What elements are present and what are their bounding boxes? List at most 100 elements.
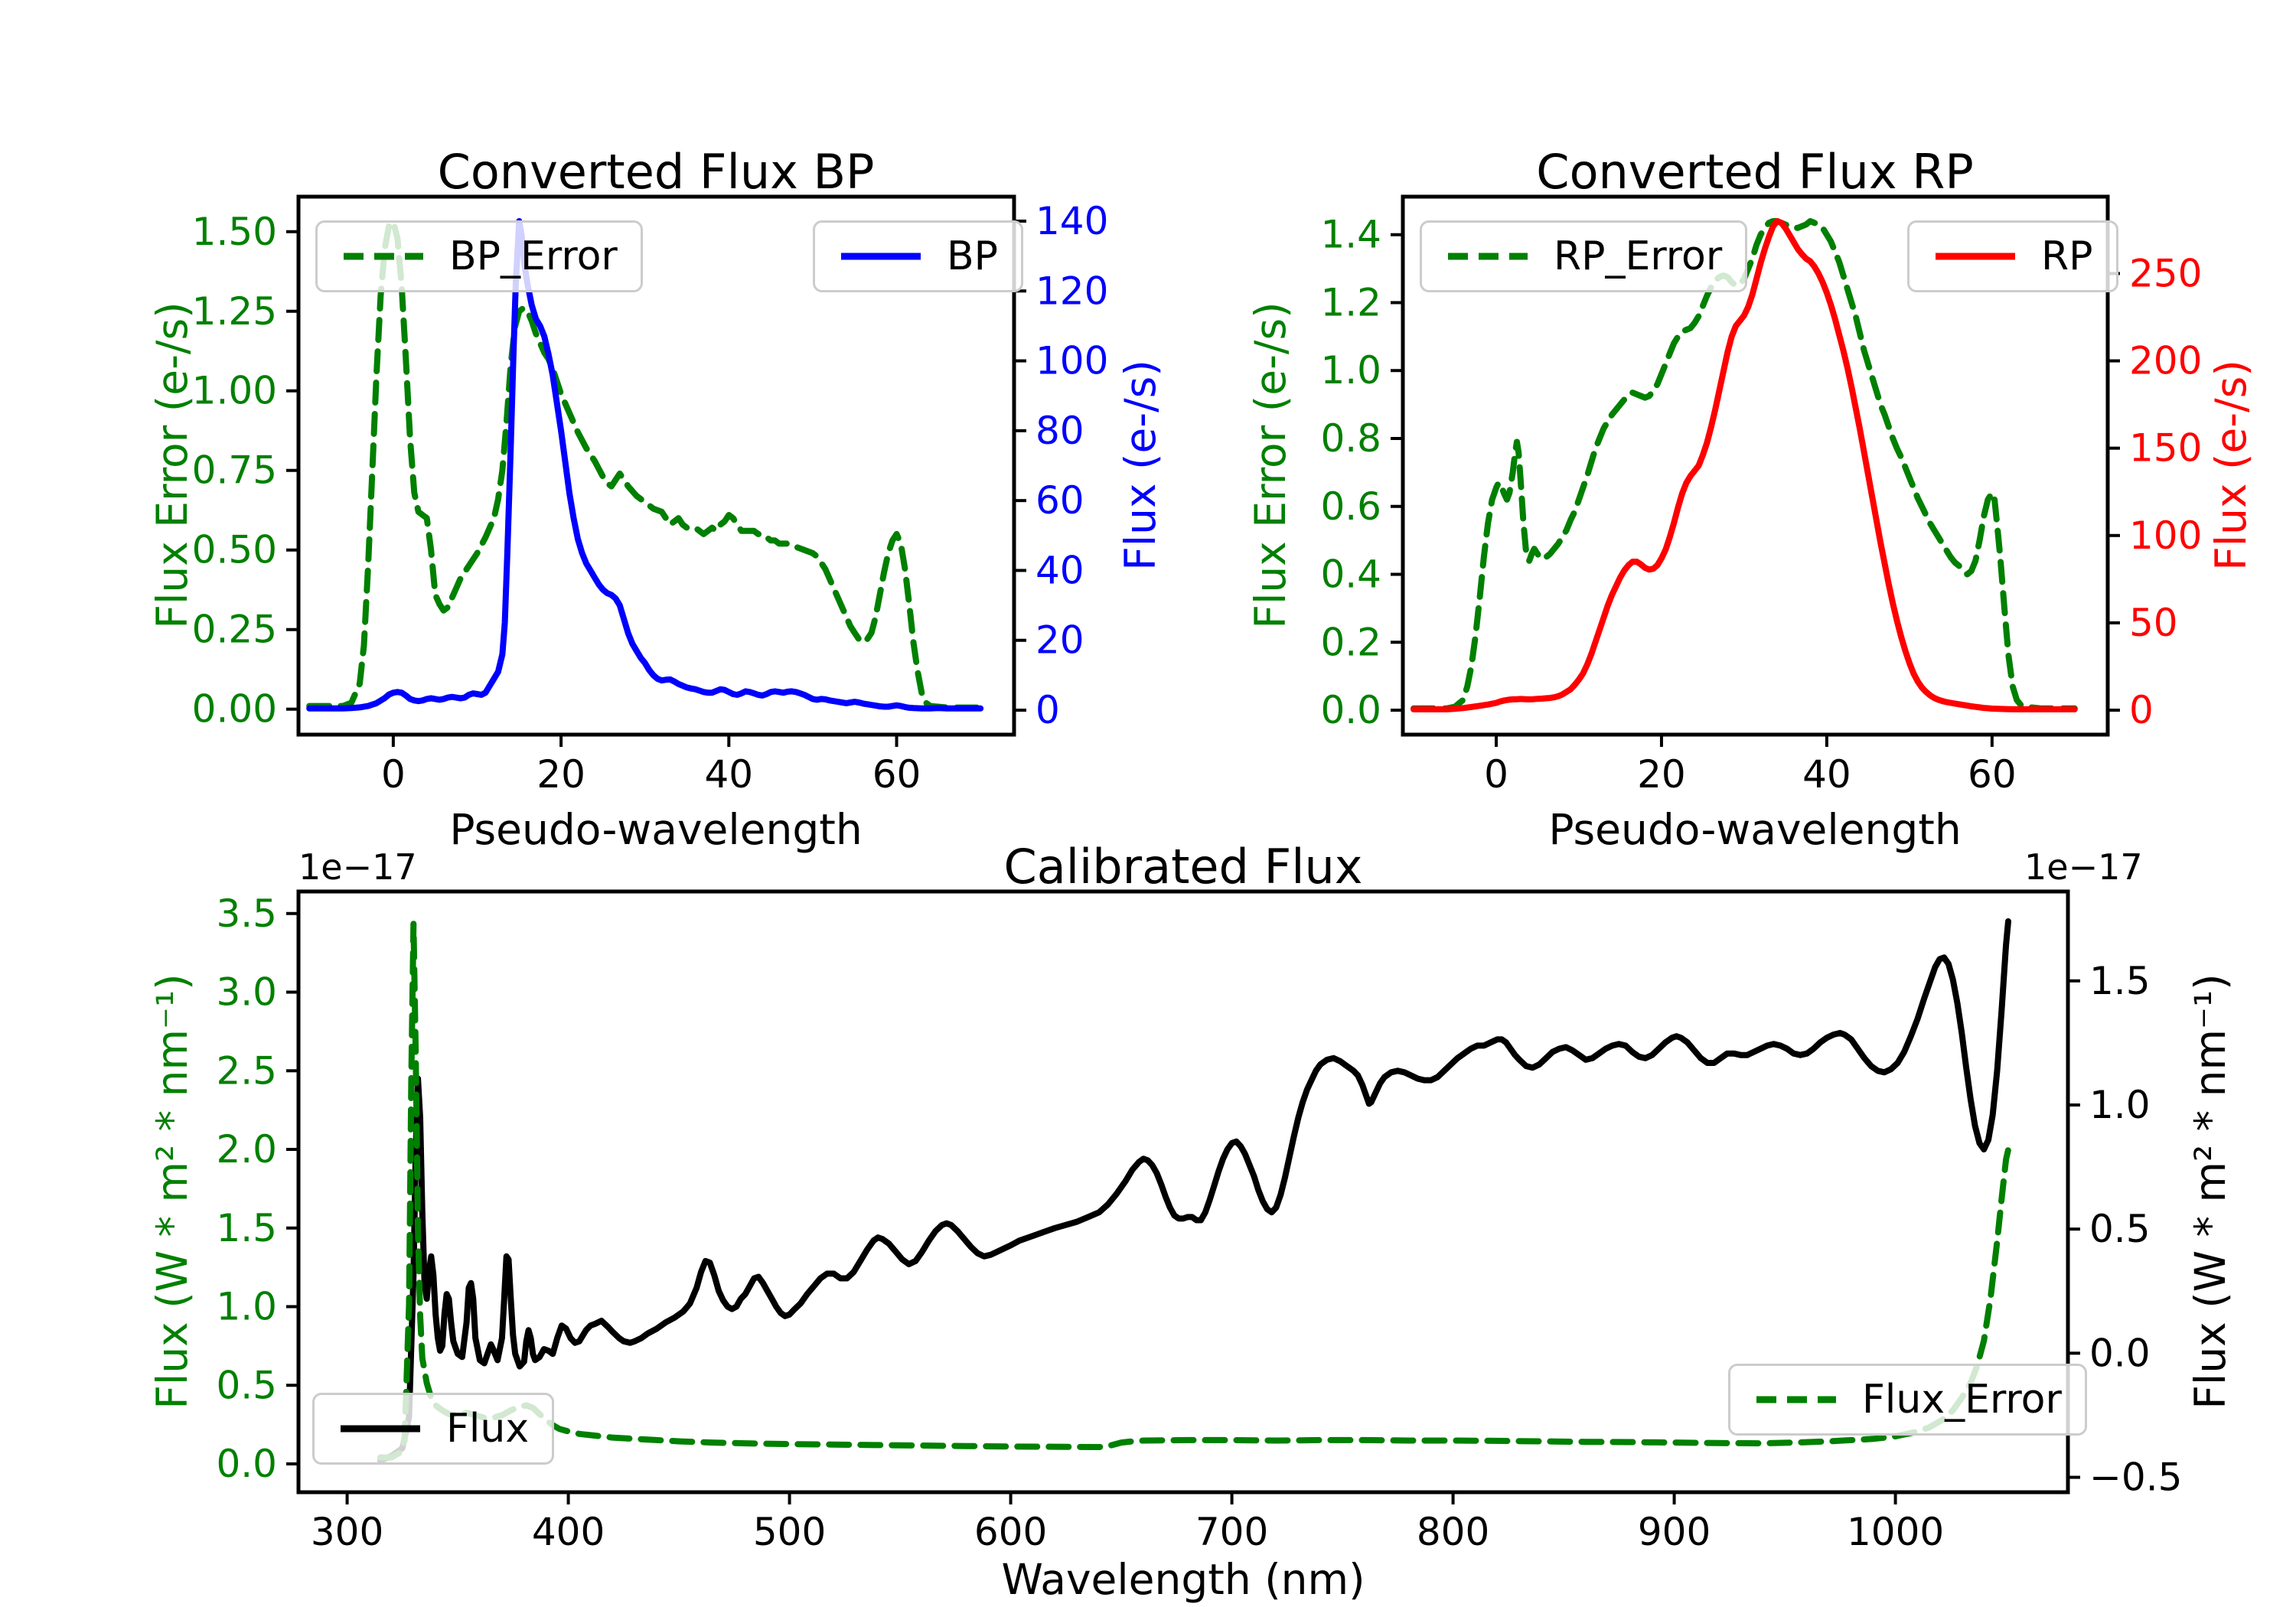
bp-ytick-right-label: 60 <box>1035 478 1084 523</box>
rp-error-legend-line-icon <box>1448 253 1528 260</box>
cal-ytick-left-label: 0.5 <box>216 1363 277 1407</box>
bp-ytick-left-label: 1.25 <box>192 289 277 334</box>
cal-ylabel-right: Flux (W * m² * nm⁻¹) <box>2186 973 2235 1410</box>
bp-ytick-right-label: 40 <box>1035 548 1084 592</box>
flux-error-legend-line-icon <box>1756 1396 1836 1403</box>
rp-ytick-left-label: 1.4 <box>1320 213 1381 257</box>
rp-error-legend: RP_Error <box>1420 220 1748 292</box>
cal-ytick-right-label: 1.5 <box>2089 959 2151 1003</box>
bp-legend: BP <box>813 220 1024 292</box>
rp-ytick-right-label: 100 <box>2129 513 2202 558</box>
cal-title: Calibrated Flux <box>1003 839 1363 895</box>
cal-ytick-left-label: 2.5 <box>216 1048 277 1093</box>
cal-offset-left: 1e−17 <box>298 846 417 888</box>
cal-ytick-left-label: 0.0 <box>216 1442 277 1486</box>
bp-legend-line-icon <box>841 253 921 260</box>
rp-ytick-left-label: 0.2 <box>1320 620 1381 664</box>
cal-ytick-left-label: 2.0 <box>216 1127 277 1172</box>
bp-legend-label: BP <box>947 233 999 279</box>
rp-ytick-right-label: 50 <box>2129 601 2178 645</box>
bp-xlabel: Pseudo-wavelength <box>449 805 863 854</box>
rp-series-RP_Error <box>1411 218 2078 712</box>
rp-ytick-left-label: 1.2 <box>1320 280 1381 324</box>
bp-xtick-label: 40 <box>705 752 754 797</box>
bp-ytick-right-label: 120 <box>1035 269 1108 313</box>
bp-ytick-left-label: 0.50 <box>192 528 277 572</box>
cal-xtick-label: 400 <box>532 1510 605 1554</box>
bp-series-BP_Error <box>306 219 984 711</box>
bp-curves <box>306 218 984 712</box>
bp-ytick-right-label: 20 <box>1035 618 1084 663</box>
bp-series-BP <box>306 218 984 712</box>
rp-series-RP <box>1411 218 2078 712</box>
rp-legend-line-icon <box>1936 253 2015 260</box>
bp-ytick-right-label: 0 <box>1035 688 1060 732</box>
bp-ylabel-left: Flux Error (e-/s) <box>148 302 197 629</box>
rp-ytick-right-label: 0 <box>2129 688 2154 732</box>
cal-frame <box>296 889 2070 1495</box>
cal-ytick-left-label: 1.0 <box>216 1285 277 1329</box>
rp-xlabel: Pseudo-wavelength <box>1548 805 1962 854</box>
cal-xtick-label: 1000 <box>1847 1510 1944 1554</box>
rp-ytick-left-label: 0.6 <box>1320 484 1381 529</box>
rp-title: Converted Flux RP <box>1536 144 1974 200</box>
bp-ytick-left-label: 1.50 <box>192 210 277 254</box>
cal-xtick-label: 500 <box>753 1510 826 1554</box>
bp-frame <box>296 194 1016 737</box>
flux-legend-label: Flux <box>446 1406 530 1452</box>
cal-series-Flux <box>377 918 2011 1464</box>
subplot-converted-flux-bp: 0 20 40 60 1.50 1.25 1.00 0.75 0.50 0.25 0.00 140 12… <box>192 194 1108 797</box>
bp-title: Converted Flux BP <box>437 144 875 200</box>
cal-ytick-left-label: 3.0 <box>216 970 277 1015</box>
rp-ytick-left-label: 0.4 <box>1320 553 1381 597</box>
rp-legend: RP <box>1907 220 2118 292</box>
bp-ytick-right-label: 80 <box>1035 409 1084 453</box>
bp-ytick-right-label: 100 <box>1035 339 1108 383</box>
rp-ylabel-left: Flux Error (e-/s) <box>1246 302 1295 629</box>
bp-ytick-left-label: 0.00 <box>192 687 277 732</box>
flux-error-legend-label: Flux_Error <box>1862 1377 2062 1423</box>
subplot-calibrated-flux: 300 400 500 600 700 800 900 1000 3.5 3.0 2.5 2.0 1.5… <box>216 889 2182 1554</box>
cal-offset-right: 1e−17 <box>2024 846 2143 888</box>
rp-frame <box>1401 194 2110 737</box>
flux-error-legend: Flux_Error <box>1728 1364 2087 1436</box>
cal-ytick-right-label: 0.5 <box>2089 1207 2151 1251</box>
cal-xtick-label: 600 <box>974 1510 1047 1554</box>
cal-ytick-left-label: 3.5 <box>216 892 277 936</box>
cal-ytick-right-label: 1.0 <box>2089 1083 2151 1127</box>
rp-xtick-label: 60 <box>1968 752 2017 797</box>
bp-ylabel-right: Flux (e-/s) <box>1116 360 1165 571</box>
cal-xtick-label: 800 <box>1417 1510 1489 1554</box>
cal-xlabel: Wavelength (nm) <box>1001 1555 1365 1604</box>
rp-legend-label: RP <box>2041 233 2093 279</box>
cal-xtick-label: 900 <box>1638 1510 1711 1554</box>
bp-ytick-left-label: 1.00 <box>192 369 277 413</box>
rp-xtick-label: 0 <box>1484 752 1508 797</box>
bp-ytick-left-label: 0.75 <box>192 448 277 493</box>
bp-xtick-label: 0 <box>381 752 406 797</box>
rp-xtick-label: 40 <box>1802 752 1851 797</box>
rp-ytick-left-label: 0.0 <box>1320 688 1381 732</box>
bp-xtick-label: 20 <box>536 752 585 797</box>
bp-xtick-label: 60 <box>872 752 921 797</box>
cal-ytick-right-label: 0.0 <box>2089 1331 2151 1375</box>
bp-error-legend-label: BP_Error <box>449 233 618 279</box>
rp-xtick-label: 20 <box>1637 752 1686 797</box>
rp-ytick-left-label: 0.8 <box>1320 416 1381 461</box>
flux-legend-line-icon <box>341 1425 420 1433</box>
rp-ytick-right-label: 250 <box>2129 251 2202 295</box>
bp-ytick-left-label: 0.25 <box>192 608 277 652</box>
rp-ytick-left-label: 1.0 <box>1320 348 1381 393</box>
bp-ytick-right-label: 140 <box>1035 199 1108 243</box>
bp-error-legend: BP_Error <box>315 220 643 292</box>
rp-curves <box>1411 218 2078 712</box>
rp-error-legend-label: RP_Error <box>1554 233 1723 279</box>
cal-xtick-label: 700 <box>1195 1510 1268 1554</box>
flux-legend: Flux <box>312 1393 555 1465</box>
cal-ytick-right-label: −0.5 <box>2089 1455 2182 1500</box>
rp-ytick-right-label: 200 <box>2129 339 2202 383</box>
cal-ylabel-left: Flux (W * m² * nm⁻¹) <box>148 973 197 1410</box>
cal-xtick-label: 300 <box>311 1510 383 1554</box>
